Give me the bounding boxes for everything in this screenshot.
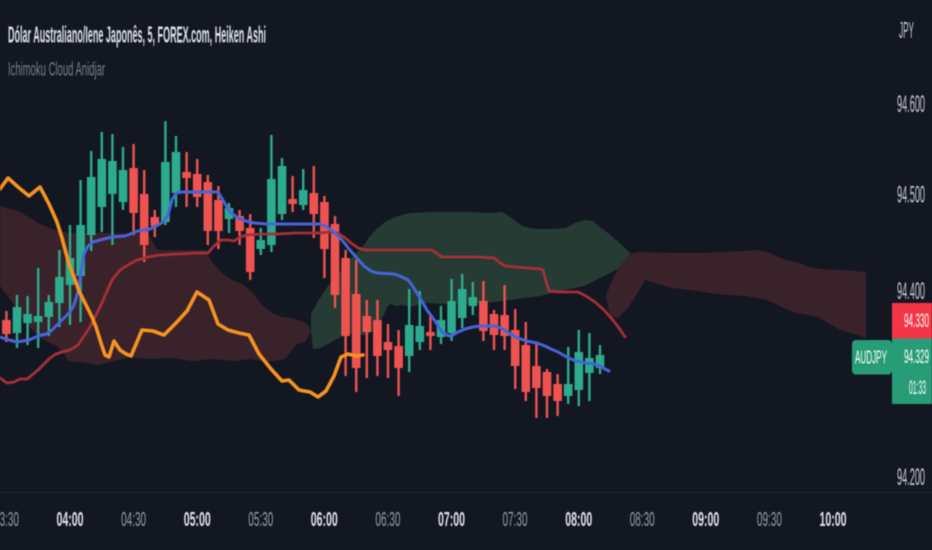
svg-text:03:30: 03:30 [0, 509, 19, 531]
svg-text:08:00: 08:00 [565, 509, 592, 531]
svg-text:Ichimoku Cloud Anidjar: Ichimoku Cloud Anidjar [8, 60, 105, 81]
svg-text:07:00: 07:00 [438, 509, 465, 531]
svg-text:94.500: 94.500 [897, 182, 925, 209]
svg-text:09:00: 09:00 [692, 509, 719, 531]
svg-text:08:30: 08:30 [630, 509, 655, 531]
svg-text:AUDJPY: AUDJPY [855, 348, 887, 368]
svg-text:04:30: 04:30 [121, 509, 146, 531]
svg-text:JPY: JPY [899, 17, 914, 43]
svg-text:05:00: 05:00 [184, 509, 211, 531]
svg-text:94.330: 94.330 [904, 311, 929, 332]
svg-text:01:33: 01:33 [909, 378, 926, 399]
svg-text:06:00: 06:00 [311, 509, 338, 531]
svg-text:94.600: 94.600 [897, 91, 925, 118]
svg-text:04:00: 04:00 [57, 509, 84, 531]
svg-text:94.200: 94.200 [897, 464, 925, 491]
svg-text:94.329: 94.329 [904, 347, 929, 368]
svg-text:94.400: 94.400 [897, 278, 925, 305]
svg-text:07:30: 07:30 [503, 509, 528, 531]
svg-text:06:30: 06:30 [375, 509, 400, 531]
svg-text:09:30: 09:30 [757, 509, 782, 531]
svg-text:05:30: 05:30 [248, 509, 273, 531]
svg-text:Dólar Australiano/Iene Japonês: Dólar Australiano/Iene Japonês, 5, FOREX… [8, 22, 266, 48]
svg-text:10:00: 10:00 [820, 509, 847, 531]
